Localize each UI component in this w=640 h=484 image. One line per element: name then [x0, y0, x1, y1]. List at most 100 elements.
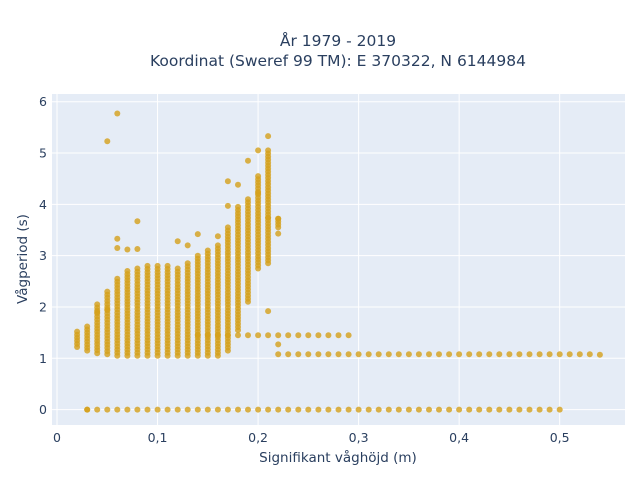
data-point: [345, 332, 352, 339]
data-point: [184, 260, 191, 267]
data-point: [94, 406, 101, 413]
data-point: [124, 406, 131, 413]
data-point: [154, 406, 161, 413]
data-point: [164, 406, 171, 413]
data-point: [235, 181, 241, 188]
data-point: [255, 406, 262, 413]
data-point: [305, 332, 312, 339]
y-tick-label: 3: [39, 248, 47, 263]
data-point: [516, 351, 523, 358]
y-tick-label: 0: [39, 402, 47, 417]
data-point: [184, 242, 191, 249]
data-point: [466, 406, 473, 413]
data-point: [114, 235, 121, 242]
data-point: [315, 351, 322, 358]
data-point: [164, 262, 171, 269]
data-point: [446, 351, 453, 358]
grid-layer: [52, 94, 625, 425]
data-points: [74, 110, 603, 413]
data-point: [184, 406, 191, 413]
data-point: [506, 351, 513, 358]
data-point: [224, 178, 231, 185]
data-point: [245, 196, 251, 203]
data-point: [345, 406, 352, 413]
data-point: [486, 406, 493, 413]
data-point: [436, 351, 442, 358]
data-point: [154, 262, 161, 269]
data-point: [255, 147, 262, 154]
data-point: [114, 275, 121, 282]
data-point: [144, 406, 151, 413]
data-point: [586, 351, 593, 358]
data-point: [456, 351, 463, 358]
data-point: [315, 406, 322, 413]
data-point: [275, 406, 282, 413]
data-point: [94, 309, 101, 316]
data-point: [496, 351, 503, 358]
data-point: [124, 268, 131, 274]
data-point: [204, 247, 211, 254]
data-point: [395, 406, 402, 413]
data-point: [275, 332, 282, 339]
data-point: [214, 242, 221, 249]
data-point: [265, 308, 272, 315]
data-point: [134, 265, 141, 272]
data-point: [496, 406, 503, 413]
y-tick-label: 4: [39, 197, 47, 212]
data-point: [134, 246, 141, 252]
data-point: [84, 406, 91, 413]
data-point: [275, 351, 282, 358]
data-point: [556, 351, 563, 358]
data-point: [265, 332, 272, 339]
data-point: [194, 252, 201, 259]
data-point: [245, 406, 251, 413]
data-point: [174, 265, 181, 272]
data-point: [235, 406, 241, 413]
y-tick-label: 5: [39, 146, 47, 161]
data-point: [124, 246, 131, 253]
data-point: [255, 173, 262, 180]
data-point: [134, 406, 141, 413]
data-point: [325, 351, 332, 358]
data-point: [365, 406, 372, 413]
data-point: [415, 351, 422, 358]
data-point: [596, 351, 603, 358]
data-point: [224, 224, 231, 231]
data-point: [214, 233, 221, 240]
data-point: [84, 323, 91, 330]
x-tick-label: 0,5: [550, 430, 570, 445]
data-point: [576, 351, 583, 358]
y-tick-label: 1: [39, 351, 47, 366]
data-point: [285, 406, 292, 413]
data-point: [214, 332, 221, 339]
data-point: [295, 351, 302, 358]
tick-labels: 0 0,1 0,2 0,3 0,4 0,5 0 1 2 3 4 5 6: [39, 94, 570, 445]
data-point: [114, 110, 121, 117]
x-axis-title: Signifikant våghöjd (m): [259, 449, 417, 466]
x-tick-label: 0,4: [449, 430, 469, 445]
data-point: [235, 332, 241, 339]
data-point: [94, 301, 101, 308]
data-point: [204, 406, 211, 413]
data-point: [265, 406, 272, 413]
data-point: [476, 406, 483, 413]
data-point: [355, 406, 362, 413]
data-point: [516, 406, 523, 413]
data-point: [194, 332, 201, 339]
data-point: [144, 262, 151, 269]
data-point: [104, 138, 111, 145]
data-point: [114, 245, 121, 251]
data-point: [405, 406, 412, 413]
data-point: [295, 406, 302, 413]
data-point: [426, 351, 432, 358]
data-point: [335, 351, 342, 358]
data-point: [305, 406, 312, 413]
data-point: [566, 351, 573, 358]
data-point: [214, 406, 221, 413]
data-point: [305, 351, 312, 358]
data-point: [245, 157, 251, 164]
data-point: [255, 332, 262, 339]
data-point: [265, 133, 272, 140]
data-point: [446, 406, 453, 413]
